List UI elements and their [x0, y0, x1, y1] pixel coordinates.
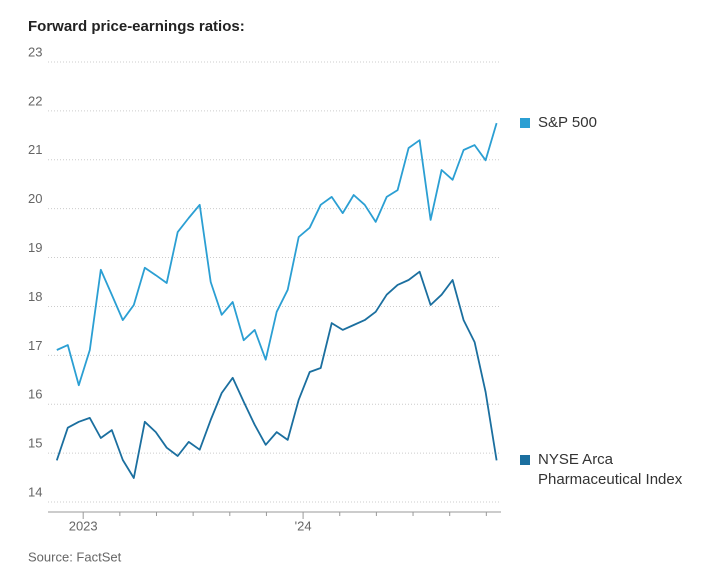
legend-swatch: [520, 455, 530, 466]
y-tick-label: 15: [28, 436, 42, 451]
y-tick-label: 19: [28, 240, 42, 255]
legend-label: S&P 500: [538, 114, 597, 132]
y-tick-label: 18: [28, 289, 42, 304]
legend-label: NYSE Arca Pharmaceutical Index: [538, 451, 683, 489]
chart-title: Forward price-earnings ratios:: [28, 18, 245, 35]
series-line: [56, 122, 498, 387]
x-tick-label: 2023: [69, 518, 98, 533]
series-line: [55, 270, 498, 479]
y-tick-label: 20: [28, 191, 42, 206]
y-tick-label: 17: [28, 338, 42, 353]
y-tick-label: 21: [28, 142, 42, 157]
y-tick-label: 16: [28, 387, 42, 402]
x-tick-label: '24: [295, 518, 312, 533]
legend-entry: S&P 500: [520, 113, 700, 133]
y-tick-label: 22: [28, 93, 42, 108]
legend-entry: NYSE Arca Pharmaceutical Index: [520, 450, 700, 490]
legend-swatch: [520, 118, 530, 129]
source: Source: FactSet: [28, 549, 122, 564]
y-tick-label: 14: [28, 484, 42, 499]
y-tick-label: 23: [28, 44, 42, 59]
